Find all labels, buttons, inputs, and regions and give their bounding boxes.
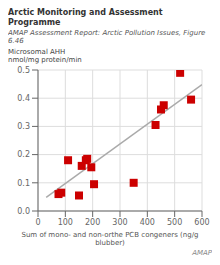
html-text:AMAP Assessment Report: Arctic: AMAP Assessment Report: Arctic Pollution… — [8, 29, 206, 45]
svg-text:0.2: 0.2 — [17, 150, 30, 159]
html-text:Sum of mono- and non-orthe PCB: Sum of mono- and non-orthe PCB congeners… — [21, 231, 199, 247]
html-text:Arctic Monitoring and Assessme: Arctic Monitoring and Assessment Program… — [8, 8, 163, 27]
svg-text:200: 200 — [85, 218, 100, 227]
svg-text:300: 300 — [112, 218, 127, 227]
svg-text:400: 400 — [140, 218, 155, 227]
html-text:AMAP: AMAP — [192, 249, 212, 257]
svg-text:0.3: 0.3 — [17, 122, 30, 131]
svg-text:0.5: 0.5 — [17, 66, 30, 75]
html-text:nmol/mg protein/min: nmol/mg protein/min — [8, 56, 82, 64]
svg-text:0.0: 0.0 — [17, 207, 30, 216]
svg-text:100: 100 — [58, 218, 73, 227]
html-text:Microsomal AHH: Microsomal AHH — [8, 48, 66, 56]
svg-text:600: 600 — [194, 218, 209, 227]
svg-text:0: 0 — [35, 218, 40, 227]
svg-text:0.1: 0.1 — [17, 179, 30, 188]
svg-text:500: 500 — [167, 218, 182, 227]
svg-text:0.4: 0.4 — [17, 94, 30, 103]
